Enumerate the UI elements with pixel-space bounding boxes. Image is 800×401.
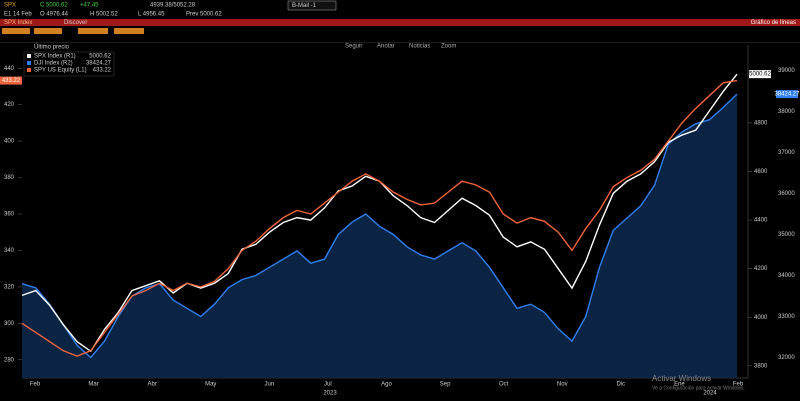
line: [21, 79, 738, 357]
legend-box: [23, 51, 115, 77]
y-tick-label: 380: [4, 175, 15, 181]
y3-tick-label: 32000: [778, 355, 795, 361]
y3-tick-label: 38000: [778, 109, 795, 115]
legend-label: DJI Index (R2): [34, 61, 73, 67]
y-tick-label: 300: [4, 321, 15, 327]
toolbar-button[interactable]: Zoom: [441, 44, 456, 50]
y-tick-label: 280: [4, 357, 15, 363]
y2-tick-label: 4800: [754, 120, 768, 126]
mail[interactable]: B-Mail -1: [292, 3, 317, 9]
chart-kind: Gráfico de líneas: [751, 20, 796, 26]
x-tick-label: Abr: [147, 382, 156, 388]
button[interactable]: [78, 28, 108, 34]
watermark: Ve a Configuración para activar Windows.: [652, 385, 745, 391]
value-badge-label: 38424.27: [774, 92, 800, 98]
value-badge-label: 433.22: [2, 78, 21, 84]
date: E1 14 Feb: [4, 12, 32, 18]
value-badge: [0, 76, 22, 85]
prev: Prev 5000.62: [186, 12, 222, 18]
x-tick-label: May: [205, 382, 216, 388]
year-label: 2023: [323, 391, 337, 397]
y2-tick-label: 4400: [754, 218, 768, 224]
y3-tick-label: 39000: [778, 68, 795, 74]
x-tick-label: Oct: [499, 382, 509, 388]
value-badge: [776, 90, 798, 99]
y2-tick-label: 4000: [754, 315, 768, 321]
legend-title: Último precio: [34, 44, 70, 51]
open: O 4976.44: [40, 12, 69, 18]
toolbar-button[interactable]: Noticias: [409, 44, 430, 50]
y2-tick-label: 4200: [754, 266, 768, 272]
high: H 5002.52: [90, 12, 118, 18]
title-bar: [0, 19, 800, 26]
toolbar-button[interactable]: Anotar: [377, 44, 395, 50]
legend-label: SPX Index (R1): [34, 54, 76, 60]
security: SPX Index: [4, 20, 32, 26]
y3-tick-label: 36000: [778, 191, 795, 197]
change: +47.45: [80, 3, 99, 9]
legend-swatch: [27, 68, 31, 72]
y3-tick-label: 35000: [778, 232, 795, 238]
legend-value: 433.22: [93, 68, 112, 74]
y-tick-label: 400: [4, 139, 15, 145]
x-tick-label: Sep: [440, 382, 451, 388]
button[interactable]: [34, 28, 62, 34]
y3-tick-label: 37000: [778, 150, 795, 156]
mail-box[interactable]: [287, 0, 337, 11]
year-label: 2024: [703, 391, 717, 397]
line: [21, 93, 738, 359]
button[interactable]: [114, 28, 144, 34]
y3-tick-label: 33000: [778, 314, 795, 320]
x-tick-label: Feb: [30, 382, 41, 388]
legend-swatch: [27, 54, 31, 58]
value-badge-label: 5000.62: [749, 72, 771, 78]
legend-label: SPY US Equity (L1): [34, 68, 87, 74]
range: 4939.38/5052.28: [150, 3, 196, 9]
x-tick-label: Jul: [324, 382, 332, 388]
area: [22, 94, 737, 379]
y-tick-label: 360: [4, 212, 15, 218]
last: C 5000.62: [40, 3, 68, 9]
value-badge: [749, 70, 771, 79]
x-tick-label: Dic: [616, 382, 625, 388]
y-tick-label: 420: [4, 102, 15, 108]
y3-tick-label: 34000: [778, 273, 795, 279]
y2-tick-label: 4600: [754, 169, 768, 175]
legend-value: 5000.62: [89, 54, 111, 60]
discover[interactable]: Discover: [64, 20, 87, 26]
x-tick-label: Ene: [674, 382, 685, 388]
button[interactable]: [2, 28, 30, 34]
low: L 4956.45: [138, 12, 165, 18]
x-tick-label: Nov: [557, 382, 568, 388]
legend-swatch: [27, 61, 31, 65]
y-tick-label: 440: [4, 66, 15, 72]
x-tick-label: Mar: [88, 382, 98, 388]
toolbar-button[interactable]: Seguir: [345, 44, 362, 50]
x-tick-label: Ago: [381, 382, 392, 388]
y-tick-label: 320: [4, 284, 15, 290]
y-tick-label: 340: [4, 248, 15, 254]
legend-value: 38424.27: [86, 61, 112, 67]
y2-tick-label: 3800: [754, 363, 768, 369]
x-tick-label: Jun: [264, 382, 274, 388]
watermark: Activar Windows: [652, 374, 711, 383]
ticker: SPX: [4, 3, 16, 9]
divider: [0, 42, 800, 43]
x-tick-label: Feb: [733, 382, 744, 388]
